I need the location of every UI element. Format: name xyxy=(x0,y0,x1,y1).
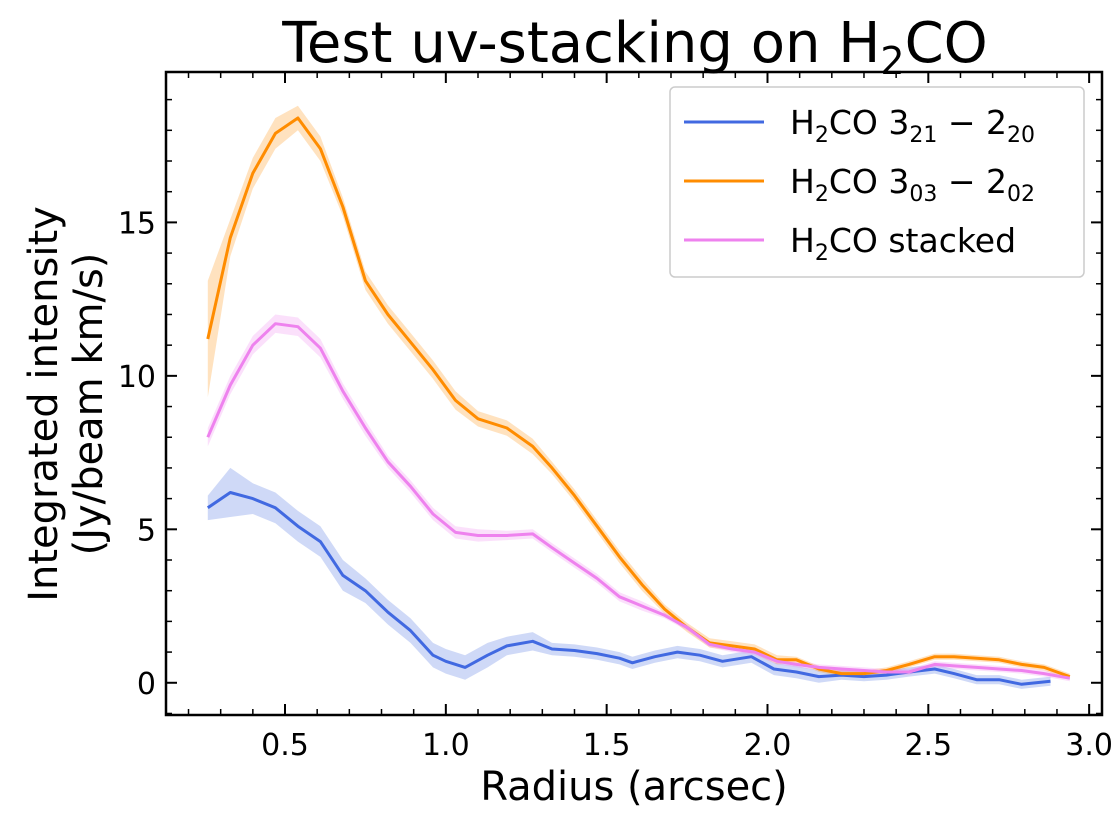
y-tick-label: 10 xyxy=(118,360,156,395)
series-lines xyxy=(206,116,1071,686)
legend-text: CO 3 xyxy=(829,162,910,201)
chart-title-main: Test uv-stacking on H xyxy=(281,11,880,76)
x-tick-label: 3.0 xyxy=(1065,728,1113,763)
y-axis-label-line2: (Jy/beam km/s) xyxy=(66,253,112,556)
legend-subscript: 02 xyxy=(1007,182,1035,207)
h2co-303-202-line xyxy=(206,116,1071,679)
legend-box xyxy=(669,86,1085,278)
x-axis-label: Radius (arcsec) xyxy=(480,764,788,810)
h2co-321-220-line xyxy=(206,491,1051,686)
h2co-321-220-legend-label: H2CO 321 − 220 xyxy=(790,103,1035,148)
x-tick-label: 0.5 xyxy=(261,728,309,763)
plot-frame xyxy=(164,70,1104,717)
h2co-stacked-legend-label: H2CO stacked xyxy=(790,221,1016,266)
h2co-stacked-error-band xyxy=(207,314,1070,682)
error-bands xyxy=(207,105,1070,689)
x-tick-label: 2.0 xyxy=(744,728,792,763)
chart-title: Test uv-stacking on H2CO xyxy=(281,11,988,83)
x-tick-label: 2.5 xyxy=(904,728,952,763)
y-tick-label: 15 xyxy=(118,206,156,241)
legend-subscript: 2 xyxy=(815,182,829,207)
legend-subscript: 21 xyxy=(909,123,937,148)
y-tick-label: 5 xyxy=(137,513,156,548)
legend-text: H xyxy=(790,162,815,201)
y-tick-label: 0 xyxy=(137,667,156,702)
legend-text: H xyxy=(790,221,815,260)
legend-subscript: 2 xyxy=(815,123,829,148)
chart-title-subscript: 2 xyxy=(880,39,904,83)
x-tick-label: 1.0 xyxy=(422,728,470,763)
legend-subscript: 20 xyxy=(1007,123,1035,148)
legend-subscript: 03 xyxy=(909,182,937,207)
legend-text: H xyxy=(790,103,815,142)
h2co-321-220-error-band xyxy=(207,467,1051,689)
axis-tick-labels: 0.5 1.0 1.5 2.0 2.5 3.0 0 5 10 15 xyxy=(118,206,1113,763)
legend-text: CO stacked xyxy=(829,221,1016,260)
chart-title-end: CO xyxy=(905,11,988,76)
legend-text: − 2 xyxy=(937,162,1007,201)
legend-text: CO 3 xyxy=(829,103,910,142)
y-axis-label-line1: Integrated intensity xyxy=(21,206,67,602)
y-axis-label: Integrated intensity (Jy/beam km/s) xyxy=(21,206,112,602)
legend-subscript: 2 xyxy=(815,241,829,266)
h2co-stacked-line xyxy=(206,322,1071,680)
x-tick-label: 1.5 xyxy=(583,728,631,763)
h2co-303-202-legend-label: H2CO 303 − 202 xyxy=(790,162,1035,207)
legend-text: − 2 xyxy=(937,103,1007,142)
